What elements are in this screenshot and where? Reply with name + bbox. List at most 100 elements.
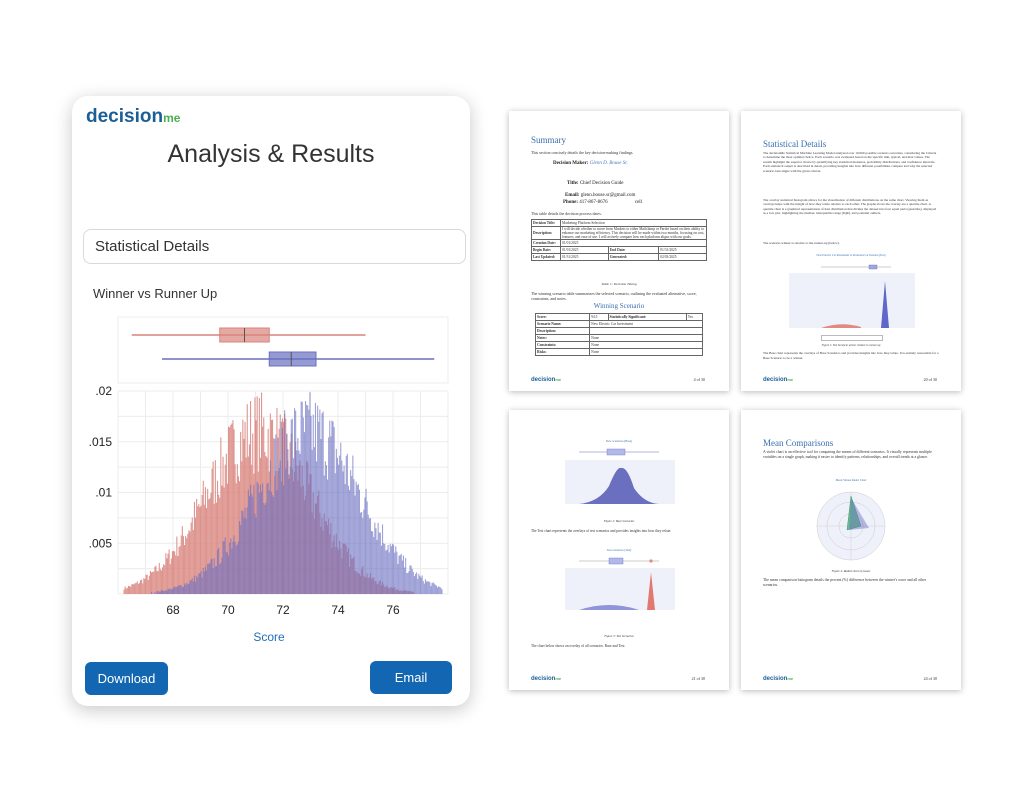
histogram-bar xyxy=(339,455,341,594)
histogram-bar xyxy=(435,585,437,594)
histogram-bar xyxy=(301,401,303,594)
histogram-bar xyxy=(253,484,255,594)
histogram-bar xyxy=(223,541,225,594)
histogram-bar xyxy=(168,549,170,594)
page-logo: decisionme xyxy=(763,676,794,682)
histogram-bar xyxy=(362,518,364,594)
histogram-bar xyxy=(240,524,242,594)
histogram-bar xyxy=(290,419,292,594)
histogram-bar xyxy=(378,532,380,594)
histogram-bar xyxy=(157,570,159,594)
histogram-bar xyxy=(318,421,320,594)
histogram-bar xyxy=(259,484,261,594)
histogram-bar xyxy=(302,417,304,594)
histogram-bar xyxy=(347,485,349,594)
mean-paragraph-2: The mean comparison histogram details th… xyxy=(763,578,927,587)
histogram-bar xyxy=(163,564,165,594)
histogram-bar xyxy=(167,588,169,594)
mini-box xyxy=(868,264,878,270)
scenario-intro: The winning scenario table summarizes th… xyxy=(531,291,697,301)
histogram-bar xyxy=(191,517,193,594)
histogram-bar xyxy=(428,581,430,594)
mini-chart-title: Mean Values Radar Chart xyxy=(835,478,867,482)
histogram-bar xyxy=(197,577,199,594)
histogram-bar xyxy=(389,543,391,594)
histogram-bar xyxy=(140,580,142,594)
y-tick-label: .005 xyxy=(89,536,113,550)
histogram-bar xyxy=(165,589,167,594)
histogram-bar xyxy=(224,537,226,594)
histogram-bar xyxy=(264,504,266,594)
histogram-bar xyxy=(408,571,410,594)
test-box xyxy=(608,557,624,565)
histogram-bar xyxy=(287,449,289,594)
histogram-bar xyxy=(222,541,224,594)
histogram-bar xyxy=(152,571,154,594)
histogram-bar xyxy=(384,543,386,594)
page-number: 4 of 30 xyxy=(693,377,705,382)
x-tick-label: 68 xyxy=(166,603,180,617)
section-selector[interactable]: Statistical Details xyxy=(83,229,466,264)
histogram-bar xyxy=(233,535,235,594)
histogram-bar xyxy=(177,585,179,594)
histogram-bar xyxy=(399,555,401,594)
histogram-bar xyxy=(368,518,370,594)
histogram-bar xyxy=(201,577,203,594)
download-button[interactable]: Download xyxy=(85,662,168,695)
radar-chart xyxy=(816,491,886,561)
histogram-bar xyxy=(197,506,199,594)
histogram-bar xyxy=(320,438,322,594)
histogram-bar xyxy=(176,536,178,594)
histogram-bar xyxy=(235,483,237,594)
histogram-bar xyxy=(242,419,244,594)
histogram-bar xyxy=(179,545,181,594)
histogram-bar xyxy=(319,409,321,594)
histogram-bar xyxy=(148,575,150,594)
histogram-bar xyxy=(338,464,340,594)
page-logo: decisionme xyxy=(531,377,562,383)
histogram-bar xyxy=(200,571,202,594)
histogram-bar xyxy=(168,589,170,594)
histogram-bar xyxy=(269,460,271,594)
histogram-bar xyxy=(188,530,190,594)
mini-chart-title: Test scenarios (Test) xyxy=(606,548,632,552)
histogram-bar xyxy=(404,567,406,594)
histogram-bar xyxy=(267,482,269,594)
stats-paragraph-3: The scenario winner is relative to the r… xyxy=(763,241,840,245)
mini-legend xyxy=(821,335,883,341)
histogram-bar xyxy=(334,473,336,594)
histogram-bar xyxy=(390,546,392,594)
histogram-bar xyxy=(300,401,302,594)
histogram-bar xyxy=(373,536,375,594)
histogram-bar xyxy=(169,564,171,594)
histogram-bar xyxy=(401,560,403,594)
y-tick-label: .02 xyxy=(95,384,112,398)
histogram-bar xyxy=(340,442,342,594)
histogram-bar xyxy=(180,535,182,594)
histogram-bar xyxy=(221,485,223,594)
histogram-bar xyxy=(209,563,211,594)
page-number: 21 of 30 xyxy=(691,676,705,681)
histogram-bar xyxy=(135,582,137,594)
histogram-bar xyxy=(426,581,428,594)
email-button[interactable]: Email xyxy=(370,661,452,694)
histogram-bar xyxy=(244,507,246,594)
histogram-bar xyxy=(179,585,181,594)
histogram-bar xyxy=(196,498,198,594)
histogram-bar xyxy=(206,508,208,594)
histogram-bar xyxy=(187,533,189,594)
figure-caption: Figure 3: Test Scenarios xyxy=(604,634,634,638)
histogram-bar xyxy=(231,423,233,594)
title-field: Title: Chief Decision Guide xyxy=(567,181,624,186)
histogram-bar xyxy=(285,468,287,594)
mini-plot-area xyxy=(789,273,915,328)
histogram-bar xyxy=(142,583,144,594)
histogram-bar xyxy=(366,501,368,594)
histogram-bar xyxy=(407,572,409,594)
chart-title: Winner vs Runner Up xyxy=(93,286,218,301)
histogram-bar xyxy=(424,579,426,594)
histogram-bar xyxy=(145,574,147,594)
histogram-bar xyxy=(333,427,335,594)
histogram-bar xyxy=(127,585,129,594)
histogram-bar xyxy=(254,397,256,594)
